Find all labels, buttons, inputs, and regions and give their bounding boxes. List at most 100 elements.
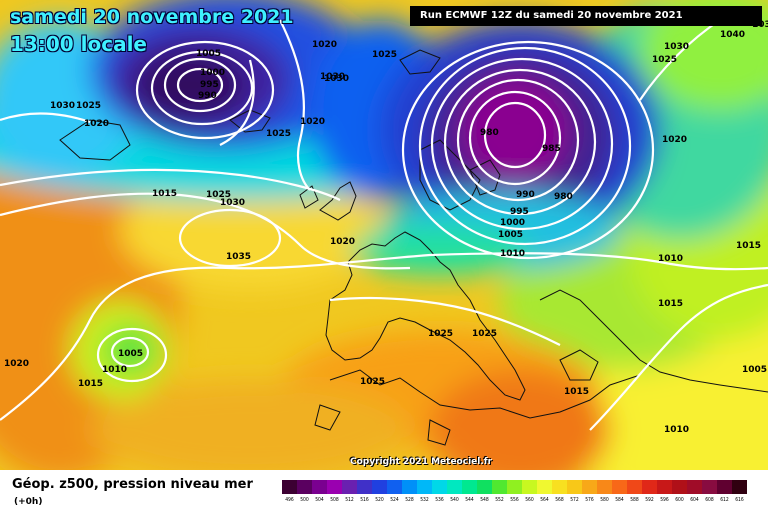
color-scale-cell — [597, 480, 612, 494]
color-scale-label: 592 — [645, 497, 654, 503]
color-scale-cell — [522, 480, 537, 494]
pressure-label: 1035 — [226, 252, 251, 262]
pressure-label: 1030 — [50, 101, 75, 111]
pressure-label: 1020 — [662, 135, 687, 145]
copyright-text: Copyright 2021 Meteociel.fr — [350, 457, 493, 467]
color-scale-cell — [282, 480, 297, 494]
pressure-label: 1040 — [720, 30, 745, 40]
color-scale-label: 548 — [480, 497, 489, 503]
color-scale-cell — [372, 480, 387, 494]
pressure-label: 985 — [542, 144, 561, 154]
time-title: 13:00 locale — [10, 32, 147, 56]
color-scale-label: 588 — [630, 497, 639, 503]
color-scale-cell — [387, 480, 402, 494]
pressure-label: 1005 — [742, 365, 767, 375]
pressure-label: 1025 — [360, 377, 385, 387]
color-scale-cell — [687, 480, 702, 494]
color-scale-cell — [642, 480, 657, 494]
color-scale-label: 516 — [360, 497, 369, 503]
pressure-label: 1020 — [312, 40, 337, 50]
pressure-label: 1010 — [664, 425, 689, 435]
color-scale-label: 500 — [300, 497, 309, 503]
pressure-label: 1005 — [498, 230, 523, 240]
pressure-label: 1000 — [500, 218, 525, 228]
pressure-label: 995 — [200, 80, 219, 90]
color-scale-label: 560 — [525, 497, 534, 503]
pressure-label: 1015 — [152, 189, 177, 199]
pressure-label: 1030 — [220, 198, 245, 208]
pressure-label: 995 — [510, 207, 529, 217]
pressure-labels: 1005 1000 995 990 1020 1025 1030 1035 10… — [4, 20, 768, 435]
color-scale-label: 552 — [495, 497, 504, 503]
pressure-label: 1025 — [372, 50, 397, 60]
color-scale-cell — [432, 480, 447, 494]
color-scale-cell — [732, 480, 747, 494]
pressure-label: 1015 — [658, 299, 683, 309]
legend-subtitle: (+0h) — [14, 497, 43, 507]
legend-title: Géop. z500, pression niveau mer — [12, 477, 253, 492]
color-scale-cell — [717, 480, 732, 494]
pressure-label: 990 — [516, 190, 535, 200]
color-scale-label: 576 — [585, 497, 594, 503]
color-scale-label: 580 — [600, 497, 609, 503]
legend-bar: Géop. z500, pression niveau mer (+0h) 49… — [0, 470, 768, 512]
pressure-label: 1010 — [102, 365, 127, 375]
color-scale-label: 536 — [435, 497, 444, 503]
color-scale-label: 524 — [390, 497, 399, 503]
color-scale-cell — [612, 480, 627, 494]
color-scale-label: 612 — [720, 497, 729, 503]
run-info-banner: Run ECMWF 12Z du samedi 20 novembre 2021 — [410, 6, 762, 26]
color-scale-cell — [627, 480, 642, 494]
color-scale-label: 504 — [315, 497, 324, 503]
color-scale-label: 616 — [735, 497, 744, 503]
color-scale-cell — [357, 480, 372, 494]
pressure-label: 1000 — [200, 68, 225, 78]
color-scale-cell — [417, 480, 432, 494]
color-scale-label: 556 — [510, 497, 519, 503]
pressure-label: 980 — [554, 192, 573, 202]
pressure-label: 990 — [198, 91, 217, 101]
pressure-label: 1020 — [84, 119, 109, 129]
pressure-label: 1025 — [652, 55, 677, 65]
color-scale-label: 528 — [405, 497, 414, 503]
pressure-label: 1020 — [300, 117, 325, 127]
pressure-label: 980 — [480, 128, 499, 138]
pressure-label: 1015 — [564, 387, 589, 397]
color-scale-label: 572 — [570, 497, 579, 503]
color-scale-cell — [327, 480, 342, 494]
color-scale-labels: 496 500 504 508 512 516 520 524 528 532 536 540 544 5… — [282, 497, 747, 503]
color-scale-label: 564 — [540, 497, 549, 503]
color-scale-cell — [672, 480, 687, 494]
pressure-label: 1020 — [330, 237, 355, 247]
color-scale-cell — [312, 480, 327, 494]
color-scale-label: 540 — [450, 497, 459, 503]
color-scale-label: 568 — [555, 497, 564, 503]
date-title: samedi 20 novembre 2021 — [10, 6, 294, 28]
pressure-label: 1010 — [500, 249, 525, 259]
pressure-label: 1025 — [472, 329, 497, 339]
pressure-label: 1025 — [206, 190, 231, 200]
color-scale-cell — [552, 480, 567, 494]
pressure-label: 1015 — [736, 241, 761, 251]
color-scale-cell — [657, 480, 672, 494]
isobars — [0, 19, 768, 431]
color-scale-label: 600 — [675, 497, 684, 503]
color-scale-label: 532 — [420, 497, 429, 503]
color-scale-cell — [342, 480, 357, 494]
color-scale-label: 508 — [330, 497, 339, 503]
color-scale-cell — [702, 480, 717, 494]
pressure-label: 1025 — [266, 129, 291, 139]
pressure-label: 1030 — [320, 72, 345, 82]
color-scale-cell — [537, 480, 552, 494]
color-scale-cell — [567, 480, 582, 494]
color-scale-cell — [297, 480, 312, 494]
color-scale-label: 512 — [345, 497, 354, 503]
geopotential-fill — [0, 0, 768, 470]
color-scale-cell — [462, 480, 477, 494]
coastlines — [59, 49, 768, 446]
color-scale-cell — [402, 480, 417, 494]
color-scale-label: 584 — [615, 497, 624, 503]
color-scale-label: 520 — [375, 497, 384, 503]
pressure-label: 1020 — [4, 359, 29, 369]
